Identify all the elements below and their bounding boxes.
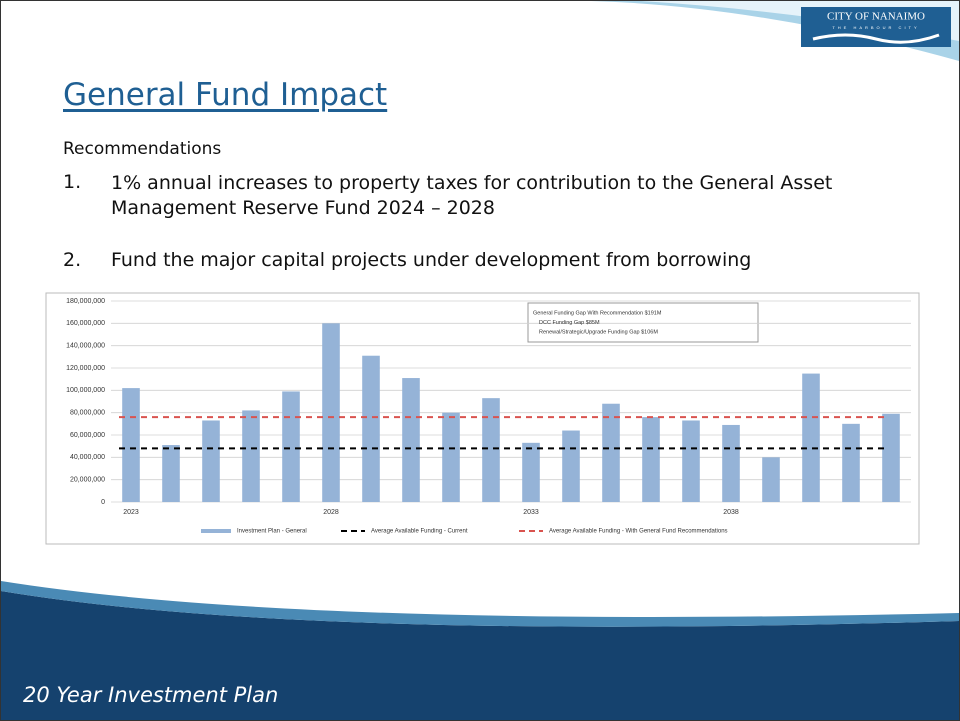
logo: CITY OF NANAIMO xyxy=(827,11,925,23)
x-tick-label: 2023 xyxy=(123,509,139,516)
legend-label: Average Available Funding - Current xyxy=(371,529,468,535)
legend-swatch xyxy=(201,529,231,533)
y-tick-label: 140,000,000 xyxy=(66,343,105,350)
x-tick-label: 2028 xyxy=(323,509,339,516)
item-text: 1% annual increases to property taxes fo… xyxy=(111,172,833,219)
bar xyxy=(762,457,780,502)
annotation-line: Renewal/Strategic/Upgrade Funding Gap $1… xyxy=(539,329,658,335)
bar xyxy=(602,403,620,502)
logo-tagline: THE HARBOUR CITY xyxy=(832,25,919,30)
bottom-wave-light xyxy=(1,581,959,627)
bottom-wave xyxy=(1,591,959,720)
subtitle: Recommendations xyxy=(63,139,222,159)
bar xyxy=(882,413,900,502)
y-tick-label: 120,000,000 xyxy=(66,365,105,372)
annotation-line: DCC Funding Gap $85M xyxy=(539,320,600,326)
item-text: Fund the major capital projects under de… xyxy=(111,249,752,271)
bar xyxy=(362,355,380,502)
bar xyxy=(562,430,580,502)
bar xyxy=(322,323,340,502)
y-tick-label: 100,000,000 xyxy=(66,387,105,394)
y-tick-label: 60,000,000 xyxy=(70,432,105,439)
annotation-line: General Funding Gap With Recommendation … xyxy=(533,310,662,316)
bar xyxy=(842,423,860,502)
bar xyxy=(282,391,300,502)
bar xyxy=(162,445,180,502)
bar xyxy=(682,420,700,502)
bar xyxy=(442,412,460,502)
y-tick-label: 0 xyxy=(101,499,105,506)
item-number: 2. xyxy=(63,249,82,271)
bar xyxy=(122,388,140,502)
bar xyxy=(802,373,820,502)
bar xyxy=(722,424,740,502)
x-tick-label: 2038 xyxy=(723,509,739,516)
logo-wave xyxy=(812,33,940,44)
x-tick-label: 2033 xyxy=(523,509,539,516)
title: General Fund Impact xyxy=(63,77,388,113)
y-tick-label: 80,000,000 xyxy=(70,410,105,417)
bar xyxy=(642,417,660,502)
bar xyxy=(402,378,420,502)
bar xyxy=(522,442,540,502)
bar xyxy=(202,420,220,502)
y-tick-label: 20,000,000 xyxy=(70,477,105,484)
y-tick-label: 180,000,000 xyxy=(66,298,105,305)
annotation-box xyxy=(527,302,759,343)
legend-label: Average Available Funding - With General… xyxy=(549,529,728,535)
item-number: 1. xyxy=(63,171,82,193)
y-tick-label: 160,000,000 xyxy=(66,320,105,327)
bar xyxy=(482,398,500,502)
footer: 20 Year Investment Plan xyxy=(23,683,279,707)
bar xyxy=(242,410,260,502)
legend-label: Investment Plan - General xyxy=(237,529,307,535)
y-tick-label: 40,000,000 xyxy=(70,454,105,461)
